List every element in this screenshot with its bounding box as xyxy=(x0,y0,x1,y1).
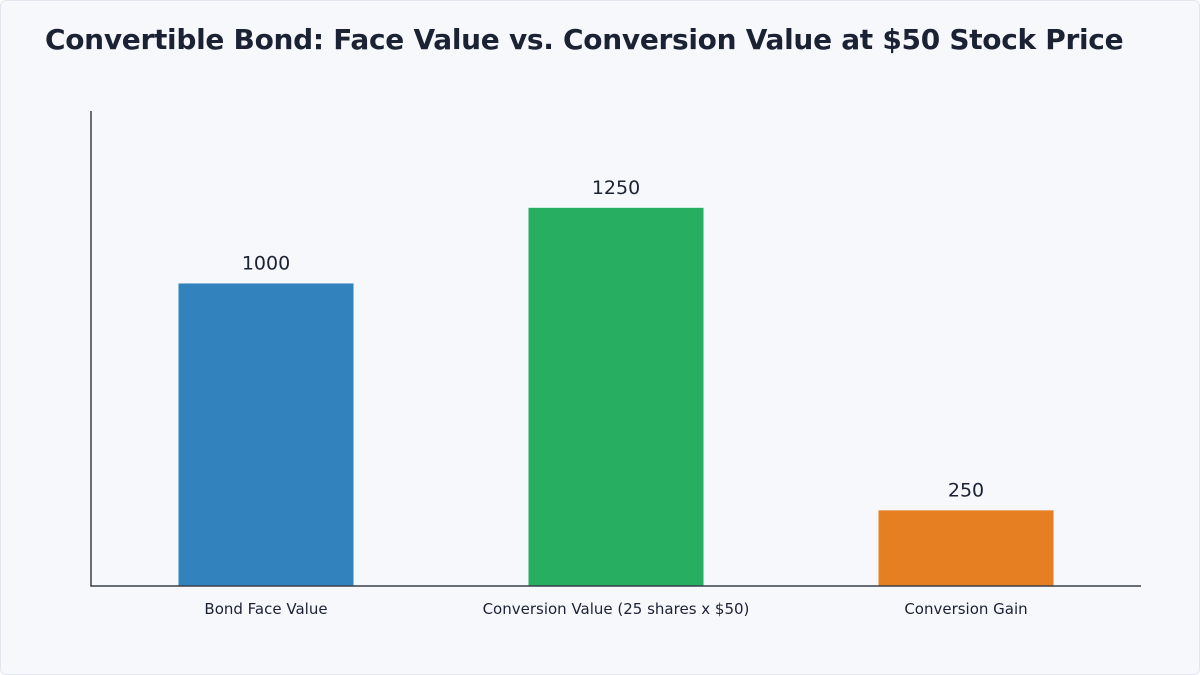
x-tick-label-2: Conversion Value (25 shares x $50) xyxy=(483,600,750,618)
x-tick-label-1: Bond Face Value xyxy=(204,600,327,618)
bar-2 xyxy=(528,207,704,586)
bars-group xyxy=(178,207,1054,586)
bar-3 xyxy=(878,510,1054,586)
bar-value-label-1: 1000 xyxy=(242,252,290,274)
bar-1 xyxy=(178,283,354,586)
x-tick-labels-group: Bond Face Value Conversion Value (25 shar… xyxy=(204,600,1027,618)
chart-title: Convertible Bond: Face Value vs. Convers… xyxy=(45,23,1124,56)
value-labels-group: 1000 1250 250 xyxy=(242,177,984,502)
bar-value-label-3: 250 xyxy=(948,479,984,501)
bar-value-label-2: 1250 xyxy=(592,177,640,199)
x-tick-label-3: Conversion Gain xyxy=(904,600,1027,618)
